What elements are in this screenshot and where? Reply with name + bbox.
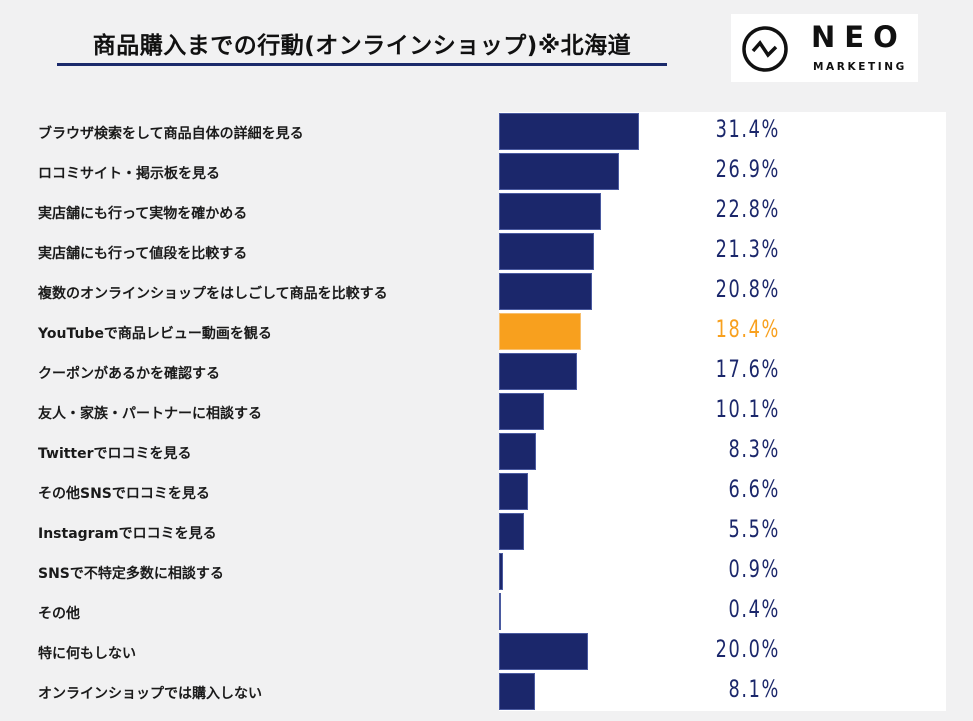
- chart-row: 複数のオンラインショップをはしごして商品を比較する 20.8%: [0, 273, 946, 313]
- neo-circle-zigzag-icon: [742, 26, 788, 72]
- category-label: YouTubeで商品レビュー動画を観る: [38, 326, 272, 342]
- bar: [499, 433, 536, 470]
- value-label: 8.3%: [728, 435, 780, 463]
- value-label: 18.4%: [715, 315, 780, 343]
- chart-row: Instagramでロコミを見る 5.5%: [0, 513, 946, 553]
- category-label: 実店舗にも行って実物を確かめる: [38, 206, 248, 222]
- bar: [499, 673, 536, 710]
- neo-marketing-logo: NEO MARKETING: [731, 14, 918, 82]
- chart-row: クーポンがあるかを確認する 17.6%: [0, 353, 946, 393]
- category-label: Twitterでロコミを見る: [38, 446, 192, 462]
- bar: [499, 113, 639, 150]
- value-label: 0.9%: [728, 555, 780, 583]
- category-label: 友人・家族・パートナーに相談する: [38, 406, 262, 422]
- bar: [499, 273, 592, 310]
- category-label: ロコミサイト・掲示板を見る: [38, 166, 220, 182]
- category-label: オンラインショップでは購入しない: [38, 686, 262, 702]
- chart-row: その他SNSでロコミを見る 6.6%: [0, 473, 946, 513]
- chart-row: 友人・家族・パートナーに相談する 10.1%: [0, 393, 946, 433]
- title-underline: [57, 63, 667, 66]
- bar: [499, 633, 589, 670]
- category-label: 複数のオンラインショップをはしごして商品を比較する: [38, 286, 388, 302]
- logo-brand-text: NEO: [811, 20, 907, 54]
- value-label: 20.0%: [715, 635, 780, 663]
- page-title: 商品購入までの行動(オンラインショップ)※北海道: [92, 33, 632, 59]
- bar: [499, 153, 619, 190]
- category-label: 実店舗にも行って値段を比較する: [38, 246, 248, 262]
- chart-row: 実店舗にも行って実物を確かめる 22.8%: [0, 193, 946, 233]
- chart-row: 特に何もしない 20.0%: [0, 633, 946, 673]
- chart-row: SNSで不特定多数に相談する 0.9%: [0, 553, 946, 593]
- bar: [499, 473, 529, 510]
- bar: [499, 593, 501, 630]
- value-label: 6.6%: [728, 475, 780, 503]
- value-label: 0.4%: [728, 595, 780, 623]
- bar: [499, 393, 545, 430]
- value-label: 8.1%: [728, 675, 780, 703]
- logo-sub-text: MARKETING: [813, 61, 907, 73]
- value-label: 21.3%: [715, 235, 780, 263]
- category-label: Instagramでロコミを見る: [38, 526, 217, 542]
- category-label: その他SNSでロコミを見る: [38, 486, 210, 502]
- bar: [499, 233, 594, 270]
- category-label: ブラウザ検索をして商品自体の詳細を見る: [38, 126, 304, 142]
- value-label: 5.5%: [728, 515, 780, 543]
- chart-row: YouTubeで商品レビュー動画を観る 18.4%: [0, 313, 946, 353]
- bar: [499, 513, 524, 550]
- value-label: 10.1%: [715, 395, 780, 423]
- value-label: 17.6%: [715, 355, 780, 383]
- value-label: 26.9%: [715, 155, 780, 183]
- chart-row: その他 0.4%: [0, 593, 946, 633]
- category-label: その他: [38, 606, 80, 622]
- category-label: 特に何もしない: [38, 646, 136, 662]
- value-label: 31.4%: [715, 115, 780, 143]
- chart-row: 実店舗にも行って値段を比較する 21.3%: [0, 233, 946, 273]
- value-label: 20.8%: [715, 275, 780, 303]
- value-label: 22.8%: [715, 195, 780, 223]
- chart-row: ロコミサイト・掲示板を見る 26.9%: [0, 153, 946, 193]
- chart-row: ブラウザ検索をして商品自体の詳細を見る 31.4%: [0, 113, 946, 153]
- category-label: SNSで不特定多数に相談する: [38, 566, 224, 582]
- chart-row: Twitterでロコミを見る 8.3%: [0, 433, 946, 473]
- chart-row: オンラインショップでは購入しない 8.1%: [0, 673, 946, 713]
- bar: [499, 353, 578, 390]
- bar: [499, 313, 582, 350]
- category-label: クーポンがあるかを確認する: [38, 366, 220, 382]
- bar: [499, 553, 503, 590]
- bar: [499, 193, 601, 230]
